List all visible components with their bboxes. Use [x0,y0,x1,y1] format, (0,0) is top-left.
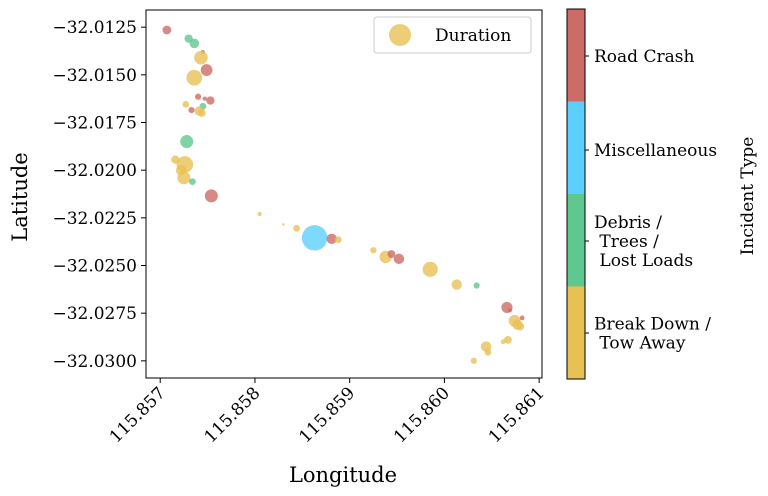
colorbar-tick-label: Debris / Trees / Lost Loads [594,213,693,271]
data-point [301,225,328,251]
colorbar-tick-label: Miscellaneous [594,141,717,161]
data-point [188,107,195,114]
data-point [451,279,462,290]
x-tick-label: 115.860 [390,383,454,447]
data-point [282,223,285,226]
y-tick-label: −32.0275 [52,304,137,324]
y-tick-label: −32.0200 [52,161,137,181]
data-point [293,224,301,232]
data-point [257,211,262,217]
y-tick-label: −32.0250 [52,257,137,277]
data-point [484,348,492,356]
data-point [500,339,506,345]
x-axis-label: Longitude [289,463,397,487]
colorbar-frame [566,8,586,380]
data-point [180,135,194,149]
data-point [189,178,196,186]
y-tick-label: −32.0150 [52,66,137,86]
x-tick-label: 115.857 [106,383,170,447]
colorbar-tick-label: Break Down / Tow Away [594,315,711,354]
data-point [507,308,512,313]
x-tick-label: 115.861 [485,383,549,447]
y-tick-label: −32.0175 [52,113,137,133]
y-tick-label: −32.0225 [52,209,137,229]
y-tick-label: −32.0125 [52,18,137,38]
colorbar-label: Incident Type [738,137,758,256]
data-point [370,247,377,254]
data-point [470,357,477,364]
data-point [194,50,208,65]
data-point [162,25,172,35]
data-point [503,335,512,344]
data-point [422,261,438,277]
data-point [387,250,396,258]
colorbar: Break Down / Tow Away Debris / Trees / Lo… [567,9,717,379]
data-point [473,282,480,289]
x-tick-label: 115.859 [295,383,359,447]
data-point [519,315,525,321]
colorbar-segment [567,101,585,194]
colorbar-segment [567,194,585,287]
data-point [326,233,337,244]
y-tick-label: −32.0300 [52,352,137,372]
data-point [177,171,191,185]
x-tick-label: 115.858 [201,383,265,447]
legend: Duration [373,16,532,54]
y-axis-label: Latitude [8,152,32,241]
data-point [195,93,202,100]
legend-marker [389,24,411,46]
colorbar-tick-label: Road Crash [594,47,694,67]
points-layer [162,25,525,364]
colorbar-segment [567,9,585,102]
plot-frame [145,9,543,379]
colorbar-segment [567,286,585,379]
data-point [516,322,525,331]
data-point [200,64,213,76]
data-point [334,236,342,244]
data-point [202,96,207,101]
data-point [204,189,218,203]
legend-label: Duration [435,26,511,46]
data-point [186,69,203,86]
data-point [189,38,200,49]
data-point [197,109,206,117]
y-ticks: −32.0125 −32.0150 −32.0175 −32.0200 −32.0225… [52,18,146,372]
legend-box [373,16,532,54]
data-point [393,253,405,265]
data-point [182,100,190,108]
x-ticks: 115.857 115.858 115.859 115.860 115.861 [106,378,549,447]
data-point [206,96,215,105]
